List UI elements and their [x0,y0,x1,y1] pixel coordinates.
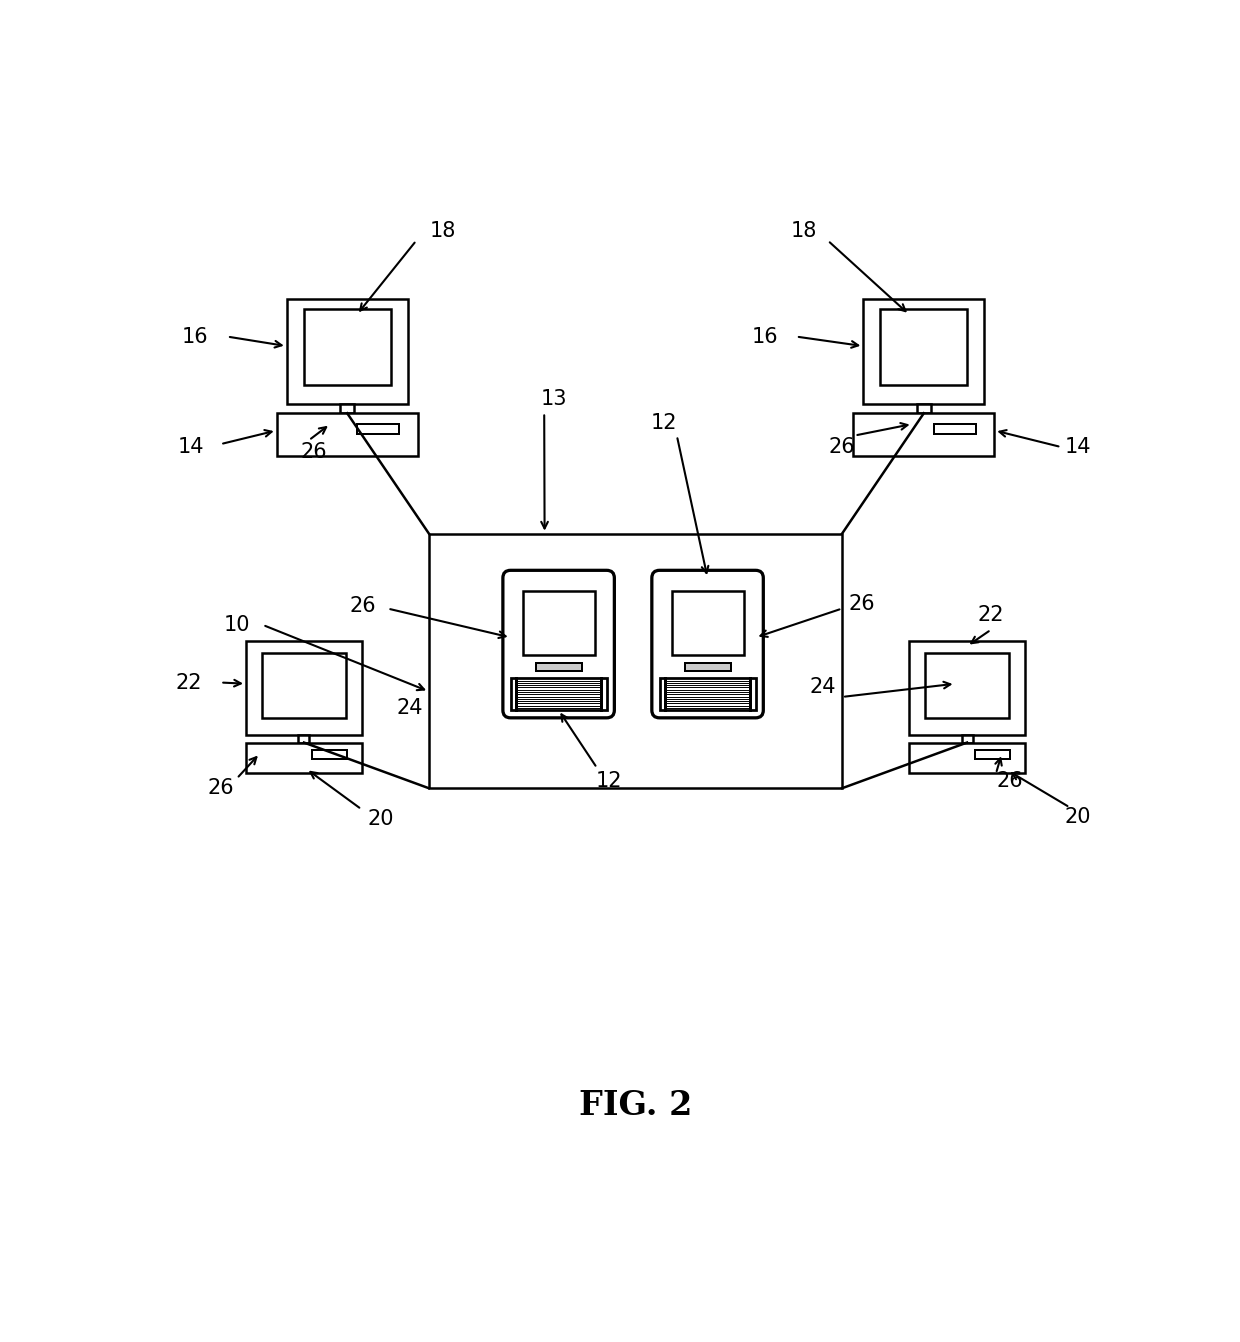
Bar [299,735,310,742]
FancyBboxPatch shape [652,570,764,718]
Bar [684,663,730,671]
Text: 18: 18 [790,221,817,240]
Bar [909,641,1025,735]
Text: 14: 14 [177,437,203,458]
Bar [429,534,842,788]
Bar [312,750,347,758]
Bar [909,742,1025,773]
Bar [853,413,994,456]
Bar [863,299,985,404]
Bar [277,413,418,456]
Bar [511,679,606,710]
Text: 12: 12 [651,413,677,433]
Text: 26: 26 [848,593,874,613]
Text: 24: 24 [810,678,836,698]
Bar [660,679,755,710]
Text: 16: 16 [182,326,208,346]
Text: 26: 26 [997,770,1023,790]
Bar [975,750,1011,758]
Text: 22: 22 [978,605,1004,625]
Text: 26: 26 [828,437,856,458]
FancyBboxPatch shape [503,570,614,718]
Bar [672,592,744,655]
Text: 18: 18 [430,221,456,240]
Bar [286,299,408,404]
Bar [925,652,1009,718]
Text: FIG. 2: FIG. 2 [579,1088,692,1122]
Text: 24: 24 [397,698,423,718]
Bar [357,424,399,433]
Text: 16: 16 [751,326,779,346]
Text: 26: 26 [350,596,376,616]
Bar [536,663,582,671]
Bar [246,742,362,773]
Bar [880,310,967,385]
Text: 26: 26 [207,778,233,798]
Bar [522,592,595,655]
Text: 20: 20 [1064,807,1091,827]
Bar [961,735,972,742]
Text: 10: 10 [223,615,250,635]
Text: 14: 14 [1064,437,1091,458]
Bar [341,404,353,413]
Text: 13: 13 [541,389,567,409]
Bar [934,424,976,433]
Text: 22: 22 [175,672,202,692]
Bar [246,641,362,735]
Bar [304,310,391,385]
Text: 26: 26 [300,442,327,462]
Text: 12: 12 [595,770,621,790]
Text: 20: 20 [367,809,394,829]
Bar [918,404,930,413]
Bar [262,652,346,718]
